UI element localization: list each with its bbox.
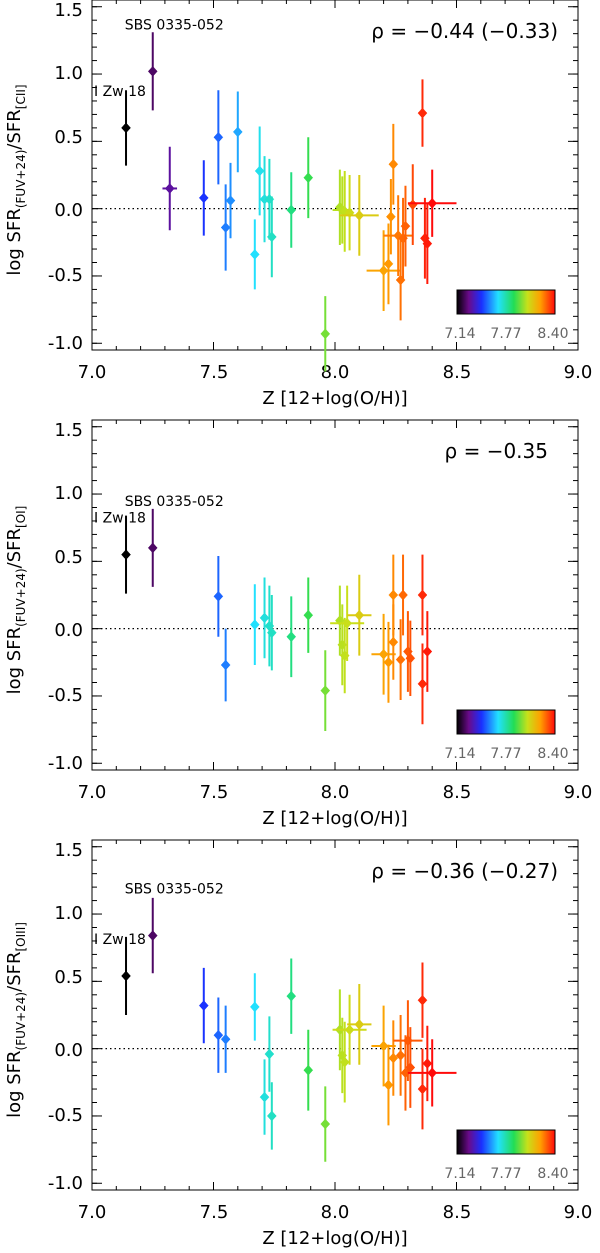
y-tick-label: -1.0: [48, 333, 83, 354]
y-tick-label: -1.0: [48, 753, 83, 774]
rho-label: ρ = −0.36 (−0.27): [371, 859, 558, 883]
x-tick-label: 8.5: [443, 362, 472, 383]
y-tick-label: -1.0: [48, 1173, 83, 1194]
colorbar-gradient: [457, 290, 555, 314]
colorbar-label: 8.40: [537, 1166, 568, 1182]
x-tick-label: 7.0: [78, 362, 107, 383]
colorbar-label: 7.77: [490, 746, 521, 762]
y-tick-label: 1.0: [54, 903, 83, 924]
y-tick-label: 0.5: [54, 547, 83, 568]
y-tick-label: 1.5: [54, 0, 83, 21]
x-tick-label: 9.0: [564, 1202, 593, 1223]
x-tick-label: 7.5: [200, 1202, 229, 1223]
annotation-i-zw-18: I Zw 18: [94, 932, 146, 948]
figure-background: [0, 0, 600, 1253]
y-tick-label: -0.5: [48, 265, 83, 286]
x-tick-label: 8.5: [443, 782, 472, 803]
y-tick-label: 0.0: [54, 1040, 83, 1061]
colorbar-label: 7.77: [490, 1166, 521, 1182]
x-tick-label: 7.0: [78, 782, 107, 803]
colorbar-gradient: [457, 710, 555, 734]
rho-label: ρ = −0.35: [445, 439, 548, 463]
colorbar-gradient: [457, 1130, 555, 1154]
y-tick-label: 1.0: [54, 483, 83, 504]
colorbar-label: 7.14: [444, 746, 475, 762]
x-tick-label: 9.0: [564, 362, 593, 383]
figure: ρ = −0.44 (−0.33) Z [12+log(O/H)] log SF…: [0, 0, 600, 1253]
y-tick-label: 1.0: [54, 63, 83, 84]
x-tick-label: 8.0: [321, 1202, 350, 1223]
y-tick-label: 0.0: [54, 200, 83, 221]
y-tick-label: 1.5: [54, 420, 83, 441]
y-tick-label: -0.5: [48, 685, 83, 706]
y-tick-label: -0.5: [48, 1105, 83, 1126]
y-tick-label: 1.5: [54, 840, 83, 861]
annotation-sbs-0335-052: SBS 0335-052: [125, 494, 224, 510]
x-tick-label: 8.0: [321, 782, 350, 803]
colorbar-label: 8.40: [537, 746, 568, 762]
x-tick-label: 7.5: [200, 362, 229, 383]
x-axis-label: Z [12+log(O/H)]: [262, 808, 407, 829]
annotation-sbs-0335-052: SBS 0335-052: [125, 17, 224, 33]
x-tick-label: 9.0: [564, 782, 593, 803]
rho-label: ρ = −0.44 (−0.33): [371, 19, 558, 43]
x-axis-label: Z [12+log(O/H)]: [262, 388, 407, 409]
x-tick-label: 7.0: [78, 1202, 107, 1223]
colorbar-label: 7.77: [490, 326, 521, 342]
x-axis-label: Z [12+log(O/H)]: [262, 1228, 407, 1249]
y-tick-label: 0.0: [54, 620, 83, 641]
x-tick-label: 8.5: [443, 1202, 472, 1223]
colorbar-label: 8.40: [537, 326, 568, 342]
y-tick-label: 0.5: [54, 967, 83, 988]
annotation-i-zw-18: I Zw 18: [94, 511, 146, 527]
colorbar-label: 7.14: [444, 1166, 475, 1182]
annotation-sbs-0335-052: SBS 0335-052: [125, 882, 224, 898]
y-tick-label: 0.5: [54, 127, 83, 148]
annotation-i-zw-18: I Zw 18: [94, 84, 146, 100]
x-tick-label: 7.5: [200, 782, 229, 803]
colorbar-label: 7.14: [444, 326, 475, 342]
